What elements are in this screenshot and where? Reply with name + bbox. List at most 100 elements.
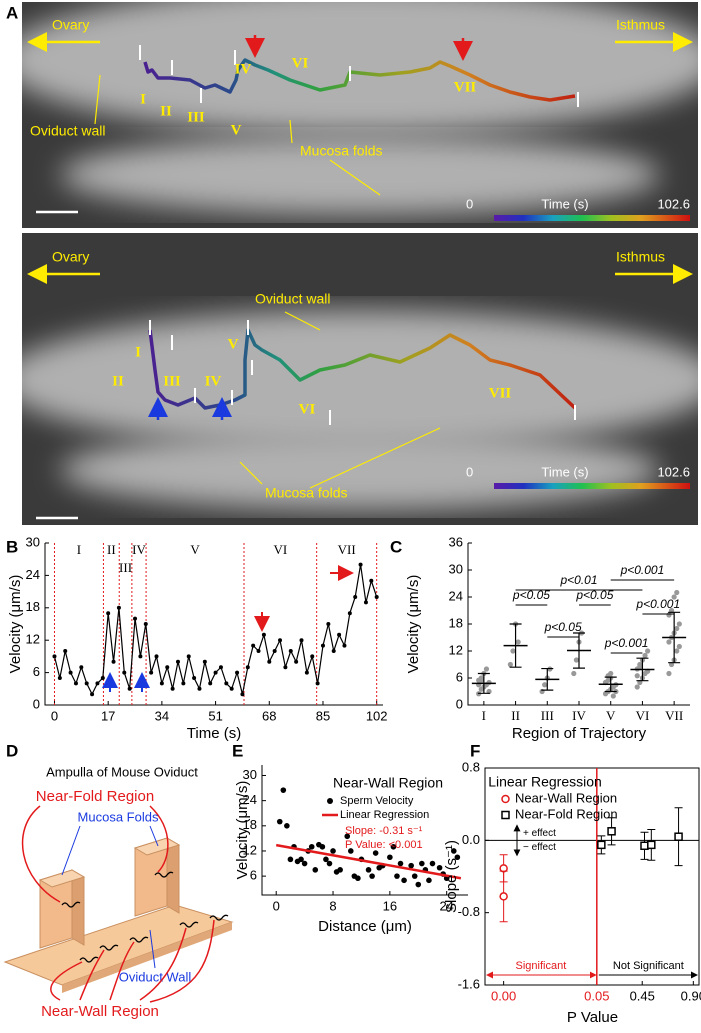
panel-letter: E <box>232 741 243 760</box>
x-tick-label: 0 <box>273 898 280 913</box>
colorbar-tick: 0 <box>466 196 473 211</box>
sperm <box>154 871 174 878</box>
data-point <box>666 612 672 618</box>
sd-bar <box>509 623 522 668</box>
velocity-point <box>363 600 368 605</box>
leader-curve <box>21 805 61 903</box>
data-point <box>637 664 643 670</box>
x-tick-label: 0 <box>51 708 58 723</box>
y-tick-label: 6 <box>250 868 257 883</box>
velocity-point <box>116 605 121 610</box>
tissue-band <box>22 310 698 450</box>
structure-label: Mucosa folds <box>265 485 347 501</box>
velocity-point <box>353 595 358 599</box>
panel-letter: B <box>6 537 18 556</box>
chart-title: Linear Regression <box>488 774 602 790</box>
x-tick-label: IV <box>572 708 586 723</box>
velocity-point <box>138 654 143 659</box>
y-tick-label: 6 <box>456 669 463 684</box>
direction-label: Isthmus <box>616 17 665 33</box>
velocity-point <box>52 654 57 659</box>
colorbar-tick: 0 <box>466 464 473 479</box>
region-label: III <box>119 560 132 575</box>
y-tick-label: 30 <box>449 561 463 576</box>
colorbar-tick: 102.6 <box>657 196 690 211</box>
velocity-point <box>73 681 78 686</box>
comparison-label: p<0.05 <box>575 588 613 602</box>
sperm <box>61 901 81 908</box>
velocity-point <box>218 665 223 670</box>
velocity-point <box>100 676 105 680</box>
comparison-label: p<0.001 <box>604 636 649 650</box>
data-point <box>330 848 336 854</box>
velocity-point <box>149 670 154 675</box>
y-axis-label: Velocity (μm/s) <box>234 781 251 880</box>
data-point <box>454 854 461 861</box>
velocity-point <box>165 665 170 670</box>
data-point <box>507 661 513 668</box>
region-label: IV <box>235 61 252 77</box>
annotation: Significant <box>516 960 567 972</box>
velocity-point <box>186 654 191 659</box>
velocity-point <box>251 643 256 648</box>
y-tick-label: 30 <box>243 767 257 782</box>
data-point <box>676 643 682 650</box>
velocity-point <box>278 638 283 643</box>
x-tick-label: 51 <box>208 708 222 723</box>
y-tick-label: 0 <box>33 696 40 711</box>
data-point <box>372 850 379 856</box>
velocity-point <box>127 686 132 691</box>
velocity-line <box>53 564 378 696</box>
leader-curve <box>79 949 105 1001</box>
x-tick-label: II <box>511 708 520 723</box>
velocity-point <box>235 670 240 675</box>
leader-line <box>329 159 381 196</box>
data-point <box>510 648 516 654</box>
velocity-point <box>57 676 62 680</box>
region-label: Near-Wall Region <box>41 1003 159 1020</box>
colorbar-label: Time (s) <box>541 196 588 211</box>
sperm <box>179 921 199 928</box>
leader-line <box>149 825 159 847</box>
velocity-point <box>159 681 164 686</box>
leader-line <box>61 825 81 876</box>
panel-letter: F <box>470 741 480 760</box>
velocity-point <box>181 681 186 686</box>
velocity-point <box>122 670 127 675</box>
velocity-point <box>79 665 84 670</box>
data-point <box>308 843 315 850</box>
leader-curve <box>149 805 169 873</box>
data-point <box>597 840 606 850</box>
data-point <box>634 673 640 679</box>
velocity-point <box>358 562 363 567</box>
sd-bar <box>604 676 617 693</box>
velocity-point <box>133 616 138 621</box>
x-tick-label: 0.00 <box>491 988 516 1003</box>
data-point <box>450 848 457 854</box>
plot-frame <box>484 767 700 986</box>
tissue-band <box>22 2 698 135</box>
annotation: Not Significant <box>613 960 684 972</box>
leader-line <box>289 119 293 144</box>
panel-letter: C <box>390 537 402 556</box>
velocity-point <box>170 686 175 691</box>
comparison-label: p<0.05 <box>512 588 550 602</box>
legend-marker <box>501 794 510 804</box>
data-point <box>419 860 425 867</box>
colorbar <box>494 215 690 221</box>
chart-title: Near-Wall Region <box>333 775 443 791</box>
velocity-point <box>213 670 218 675</box>
velocity-point <box>154 654 159 659</box>
y-tick-label: 12 <box>243 842 257 857</box>
data-point <box>610 684 616 690</box>
velocity-point <box>256 649 261 653</box>
velocity-point <box>245 665 250 670</box>
region-label: II <box>107 542 116 557</box>
data-point <box>610 693 616 699</box>
data-point <box>287 856 294 863</box>
leader-curve <box>109 941 135 1001</box>
y-tick-label: 18 <box>243 817 257 832</box>
y-axis-label: Velocity (μm/s) <box>7 575 24 674</box>
data-point <box>401 877 407 884</box>
data-point <box>642 652 648 659</box>
